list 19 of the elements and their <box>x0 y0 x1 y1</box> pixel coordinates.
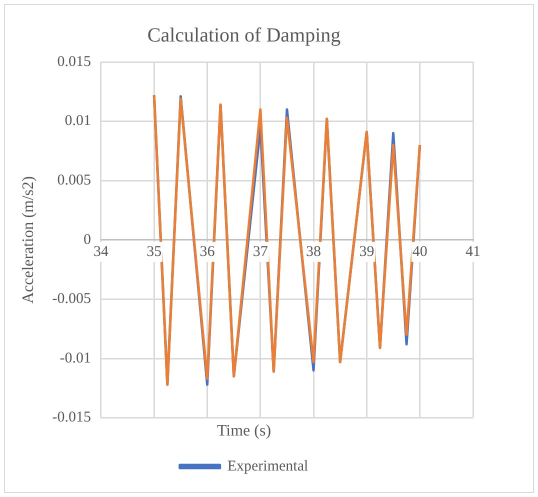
y-tick-label: -0.015 <box>52 410 91 426</box>
x-tick-label: 37 <box>252 244 268 260</box>
y-tick-label: -0.01 <box>60 350 91 366</box>
y-tick-label: -0.005 <box>52 291 91 308</box>
chart-title: Calculation of Damping <box>147 24 341 46</box>
x-tick-label: 38 <box>306 244 322 260</box>
x-tick-label: 39 <box>359 244 374 260</box>
x-axis-title: Time (s) <box>216 422 272 440</box>
y-tick-label: 0.01 <box>64 113 91 130</box>
x-tick-label: 41 <box>466 244 480 260</box>
x-tick-label: 34 <box>93 244 109 260</box>
y-tick-label: 0 <box>83 232 91 248</box>
y-tick-label: 0.015 <box>57 54 91 70</box>
x-tick-label: 35 <box>146 244 162 260</box>
x-tick-label: 36 <box>200 244 216 260</box>
x-tick-label: 40 <box>412 244 428 260</box>
legend-label: Experimental <box>227 458 308 474</box>
y-axis-title: Acceleration (m/s2) <box>20 176 37 304</box>
y-tick-label: 0.005 <box>57 172 91 189</box>
